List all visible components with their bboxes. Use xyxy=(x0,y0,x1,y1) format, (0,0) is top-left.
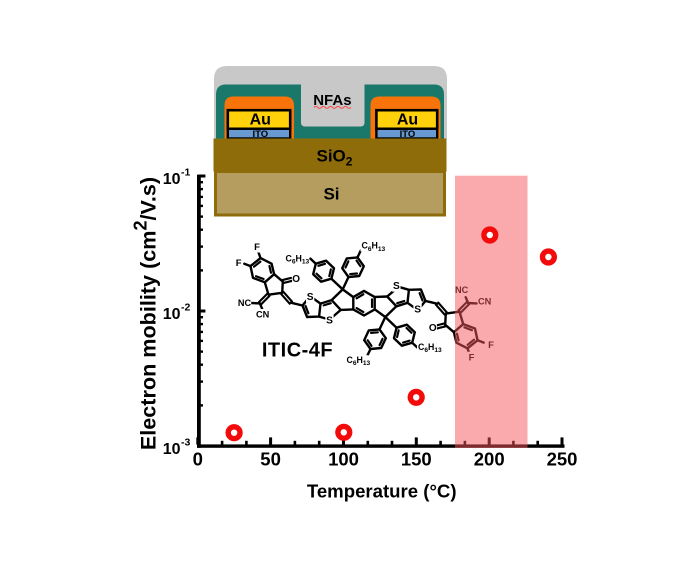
svg-text:O: O xyxy=(429,323,437,334)
svg-text:0: 0 xyxy=(193,449,203,470)
svg-text:O: O xyxy=(292,274,300,285)
svg-text:NFAs: NFAs xyxy=(313,92,351,109)
svg-text:CN: CN xyxy=(256,310,270,320)
svg-text:S: S xyxy=(393,281,400,292)
svg-text:ITO: ITO xyxy=(252,129,268,140)
svg-text:S: S xyxy=(307,292,314,303)
svg-text:100: 100 xyxy=(328,449,359,470)
svg-text:50: 50 xyxy=(260,449,281,470)
svg-text:150: 150 xyxy=(401,449,432,470)
svg-text:S: S xyxy=(326,316,333,327)
svg-text:250: 250 xyxy=(547,449,578,470)
svg-text:-2: -2 xyxy=(181,301,190,313)
svg-text:ITO: ITO xyxy=(400,129,416,140)
svg-text:200: 200 xyxy=(474,449,505,470)
svg-text:-3: -3 xyxy=(181,436,190,448)
svg-text:Electron mobility (cm2/V.s): Electron mobility (cm2/V.s) xyxy=(131,177,161,450)
svg-text:Temperature (°C): Temperature (°C) xyxy=(307,481,457,502)
svg-text:ITIC-4F: ITIC-4F xyxy=(262,340,333,362)
svg-text:Au: Au xyxy=(397,112,418,129)
svg-text:10: 10 xyxy=(163,441,181,458)
svg-text:F: F xyxy=(236,258,242,269)
svg-text:S: S xyxy=(414,305,421,316)
svg-text:F: F xyxy=(254,242,260,253)
svg-text:Au: Au xyxy=(250,112,271,129)
svg-text:10: 10 xyxy=(163,306,181,323)
svg-text:Si: Si xyxy=(323,184,339,203)
svg-text:NC: NC xyxy=(238,298,252,308)
svg-text:10: 10 xyxy=(163,171,181,188)
svg-text:SiO2: SiO2 xyxy=(317,147,353,169)
svg-text:-1: -1 xyxy=(181,166,190,178)
